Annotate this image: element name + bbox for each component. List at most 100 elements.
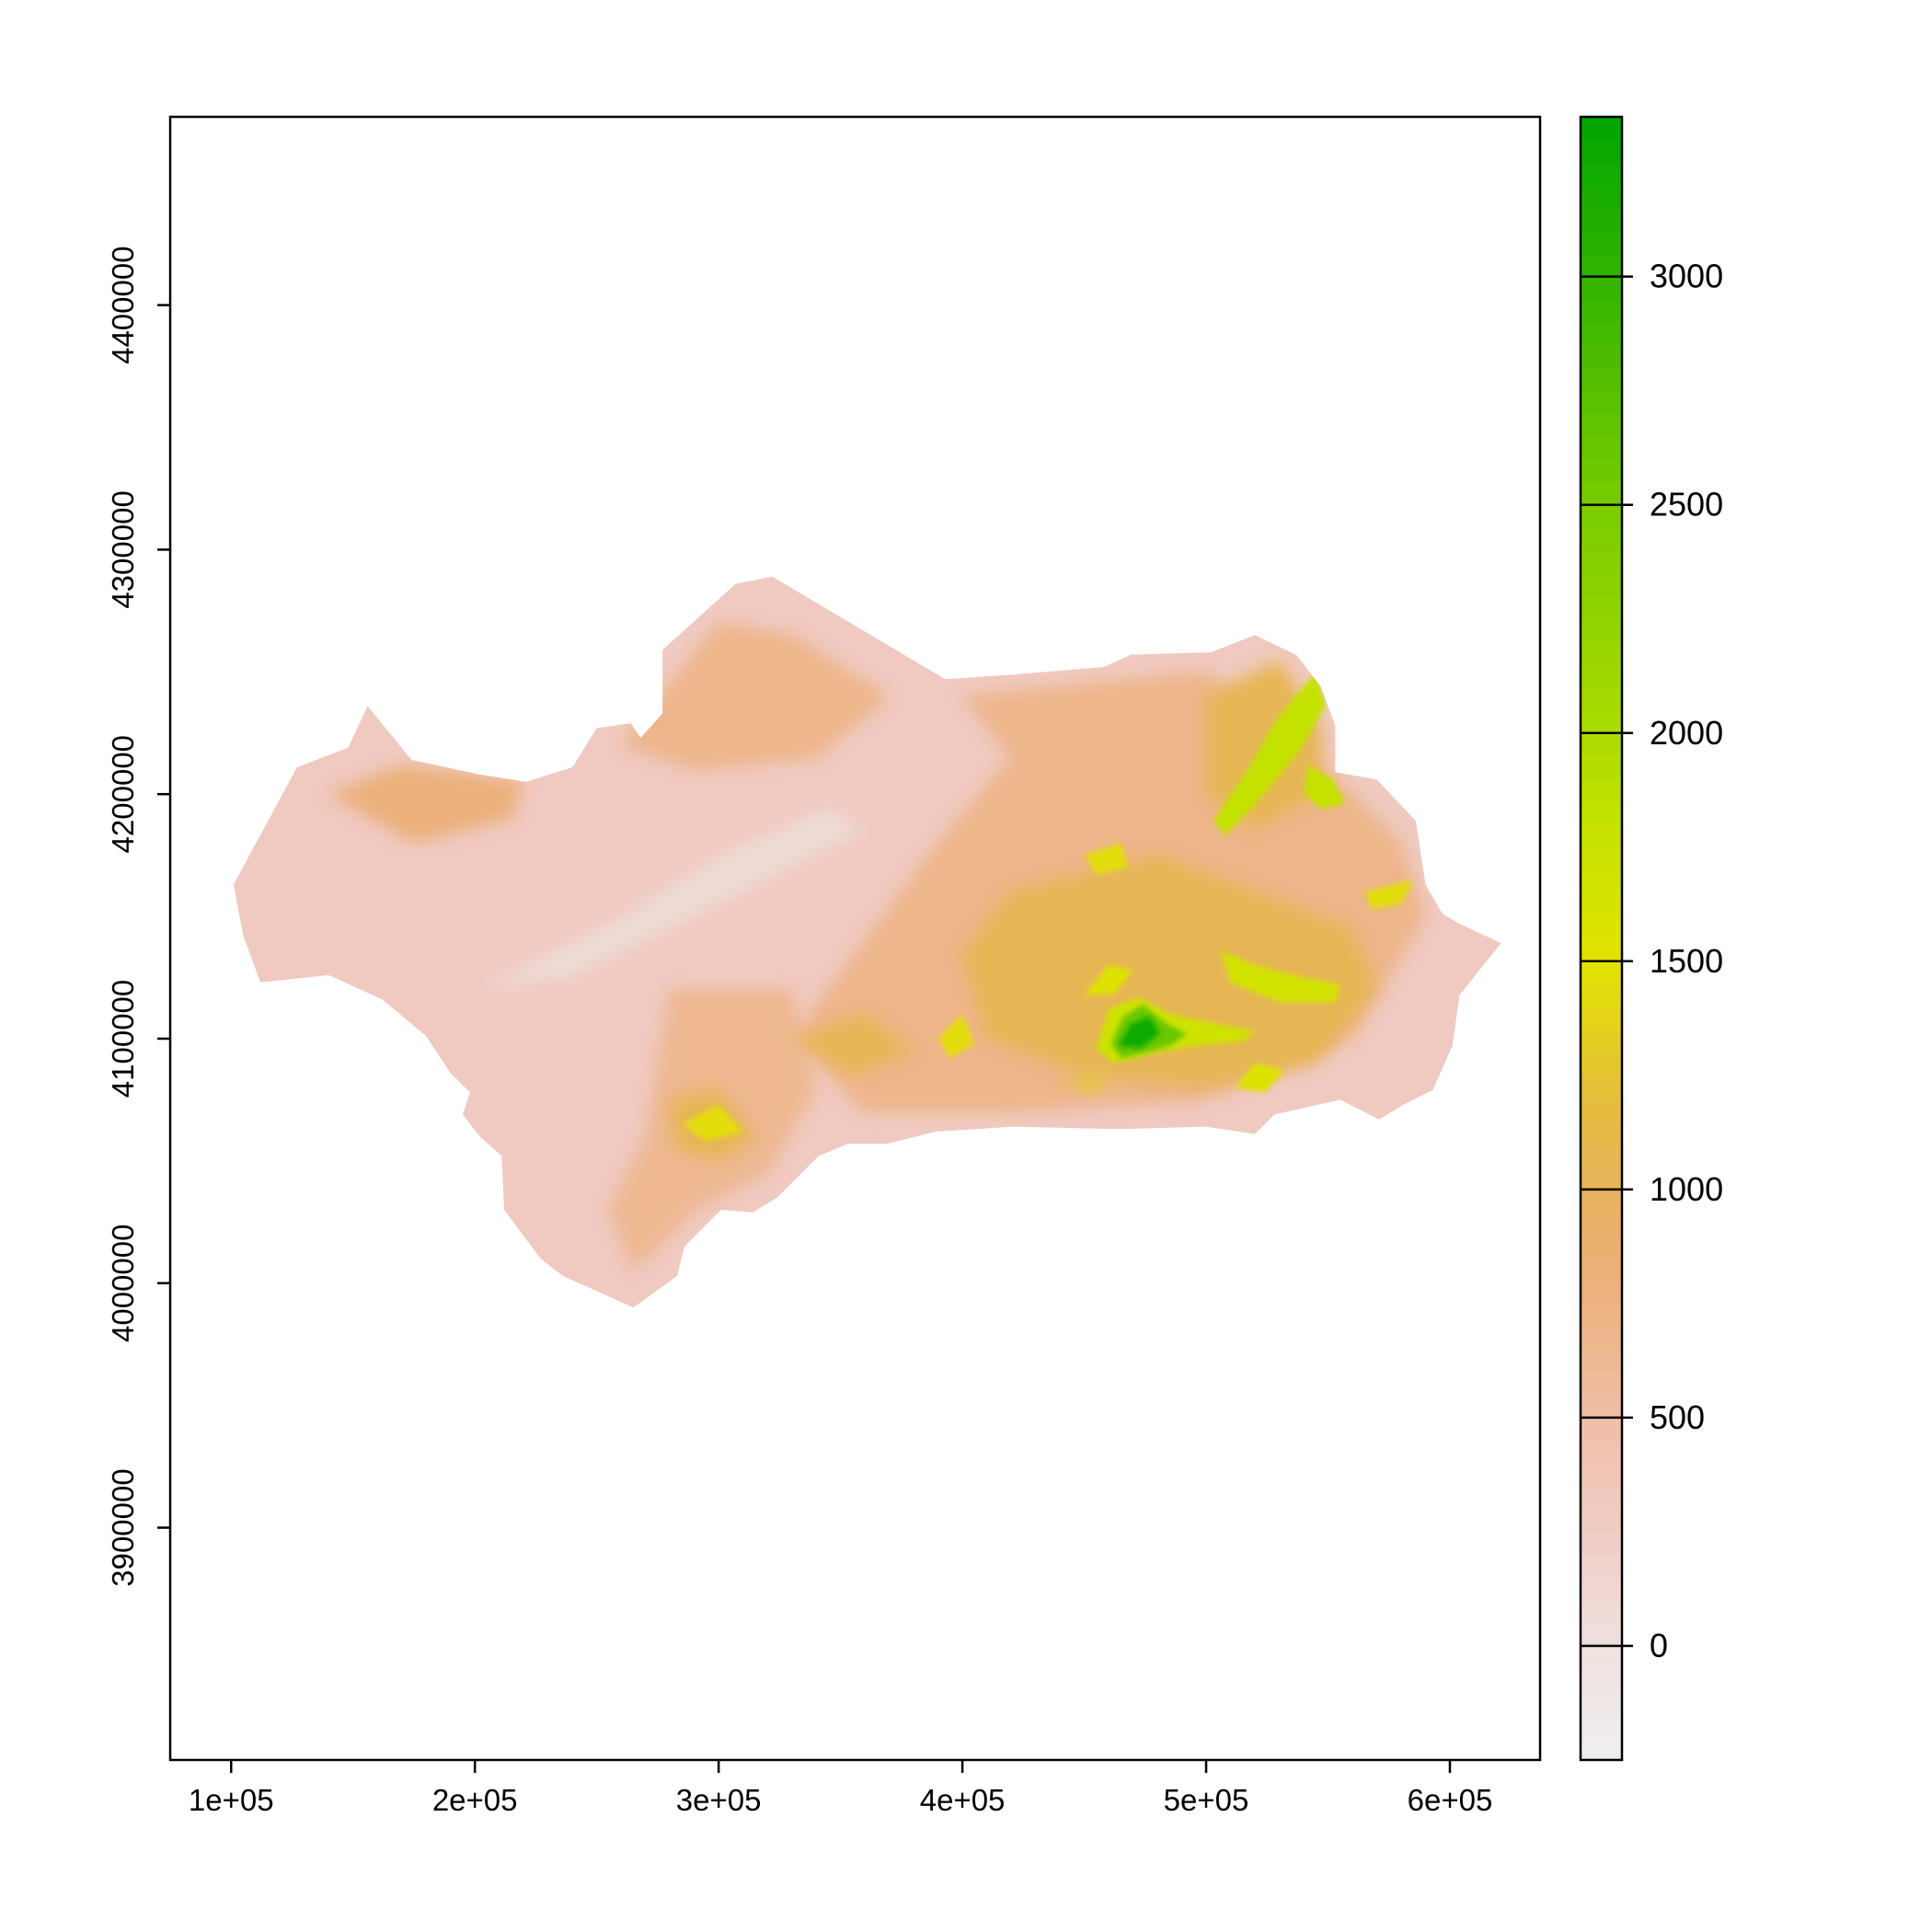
legend-band: [1581, 550, 1622, 574]
y-tick-label: 4300000: [106, 490, 140, 608]
legend-band: [1581, 162, 1622, 187]
legend-band: [1581, 185, 1622, 209]
legend-band: [1581, 732, 1622, 757]
legend-band: [1581, 459, 1622, 483]
legend-band: [1581, 1235, 1622, 1259]
legend-band: [1581, 1531, 1622, 1556]
legend-band: [1581, 778, 1622, 802]
x-axis: 1e+05 2e+05 3e+05 4e+05 5e+05 6e+05: [189, 1760, 1492, 1817]
legend-band: [1581, 1006, 1622, 1030]
legend-band: [1581, 1029, 1622, 1053]
x-tick-label: 4e+05: [920, 1783, 1006, 1817]
legend-band: [1581, 1098, 1622, 1122]
x-tick-label: 2e+05: [432, 1783, 518, 1817]
plot-frame: [168, 115, 1542, 1762]
legend-band: [1581, 253, 1622, 278]
color-legend: 0 500 1000 1500 2000 2500 3000: [1579, 115, 1723, 1762]
y-axis: 3900000 4000000 4100000 4200000 4300000 44000…: [106, 246, 170, 1587]
elevation-zone: [1084, 965, 1133, 995]
legend-band: [1581, 1486, 1622, 1510]
elevation-zone: [328, 765, 524, 844]
legend-tick-label: 3000: [1650, 258, 1723, 295]
legend-band: [1581, 436, 1622, 460]
legend-band: [1581, 573, 1622, 597]
map-layer: [233, 576, 1501, 1308]
legend-tick-label: 1500: [1650, 942, 1723, 980]
legend-band: [1581, 641, 1622, 665]
legend-band: [1581, 413, 1622, 437]
elevation-zone: [1220, 950, 1340, 1003]
legend-band: [1581, 117, 1622, 141]
legend-band: [1581, 1372, 1622, 1396]
elevation-zone: [1304, 765, 1345, 810]
legend-band: [1581, 664, 1622, 688]
legend-band: [1581, 1167, 1622, 1190]
x-tick-label: 5e+05: [1164, 1783, 1249, 1817]
legend-band: [1581, 687, 1622, 711]
legend-band: [1581, 709, 1622, 734]
legend-band: [1581, 823, 1622, 848]
legend-band: [1581, 801, 1622, 825]
legend-band: [1581, 983, 1622, 1008]
legend-band: [1581, 1440, 1622, 1465]
legend-tick-label: 2000: [1650, 714, 1723, 752]
legend-band: [1581, 1577, 1622, 1601]
legend-band: [1581, 618, 1622, 643]
legend-band: [1581, 1463, 1622, 1487]
legend-band: [1581, 1121, 1622, 1144]
elevation-zone: [1084, 843, 1129, 875]
y-tick-label: 4200000: [106, 735, 140, 853]
elevation-zone: [1213, 672, 1326, 836]
legend-band: [1581, 1600, 1622, 1624]
elevation-zone: [475, 806, 866, 990]
legend-band: [1581, 1281, 1622, 1305]
elevation-zone: [791, 1014, 914, 1075]
elevation-zone: [1235, 1063, 1284, 1093]
legend-band: [1581, 846, 1622, 871]
legend-band: [1581, 527, 1622, 551]
legend-band: [1581, 892, 1622, 916]
legend-band: [1581, 960, 1622, 985]
legend-band: [1581, 481, 1622, 506]
x-tick-label: 1e+05: [189, 1783, 274, 1817]
legend-band: [1581, 1052, 1622, 1076]
legend-band: [1581, 1668, 1622, 1693]
legend-tick-label: 2500: [1650, 486, 1723, 523]
elevation-zone: [1060, 1073, 1109, 1093]
legend-band: [1581, 1258, 1622, 1282]
y-tick-label: 4100000: [106, 980, 140, 1098]
y-tick-label: 3900000: [106, 1468, 140, 1586]
legend-band: [1581, 938, 1622, 962]
legend-band: [1581, 1554, 1622, 1579]
legend-band: [1581, 1737, 1622, 1761]
legend-tick-label: 1000: [1650, 1170, 1723, 1208]
legend-band: [1581, 1075, 1622, 1099]
legend-band: [1581, 504, 1622, 529]
legend-band: [1581, 1645, 1622, 1670]
legend-band: [1581, 1303, 1622, 1328]
legend-tick-label: 0: [1650, 1627, 1668, 1664]
elevation-zone: [962, 855, 1377, 1088]
legend-band: [1581, 345, 1622, 369]
legend-band: [1581, 1417, 1622, 1442]
legend-band: [1581, 1623, 1622, 1647]
legend-band: [1581, 1212, 1622, 1236]
elevation-zone: [621, 623, 890, 770]
legend-band: [1581, 1691, 1622, 1715]
legend-frame: [1579, 115, 1624, 1762]
legend-band: [1581, 276, 1622, 301]
elevation-zone: [937, 1014, 975, 1059]
x-tick-label: 3e+05: [676, 1783, 762, 1817]
legend-band: [1581, 367, 1622, 392]
legend-band: [1581, 231, 1622, 255]
legend-band: [1581, 1349, 1622, 1373]
legend-band: [1581, 1189, 1622, 1213]
legend-band: [1581, 755, 1622, 779]
legend-band: [1581, 208, 1622, 232]
legend-band: [1581, 595, 1622, 620]
legend-band: [1581, 1326, 1622, 1351]
legend-band: [1581, 1144, 1622, 1167]
legend-band: [1581, 1509, 1622, 1533]
y-tick-label: 4400000: [106, 246, 140, 363]
